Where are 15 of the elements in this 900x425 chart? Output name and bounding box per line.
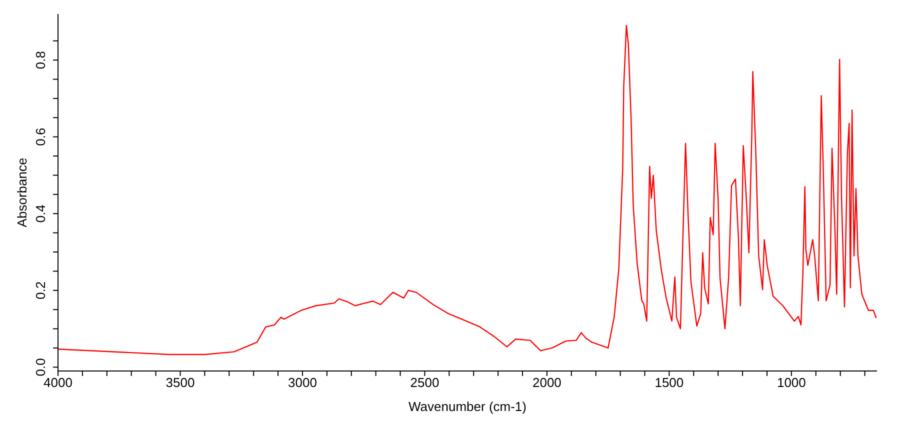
- y-axis-title: Absorbance: [14, 158, 30, 228]
- y-tick-label: 0.2: [33, 281, 48, 300]
- y-tick-label: 0.8: [33, 51, 48, 70]
- line-series: [58, 24, 877, 356]
- y-tick-label: 0.6: [33, 128, 48, 146]
- x-tick-label: 3500: [166, 375, 195, 390]
- x-tick-label: 3000: [288, 375, 317, 390]
- y-tick-label: 0.4: [33, 204, 48, 223]
- x-axis-title: Wavenumber (cm-1): [408, 399, 526, 414]
- x-tick-label: 4000: [44, 375, 72, 390]
- x-tick-label: 2500: [410, 375, 440, 390]
- y-tick-label: 0.0: [33, 358, 48, 376]
- x-tick-label: 1500: [654, 375, 684, 390]
- x-tick-label: 2000: [532, 375, 562, 390]
- x-tick-label: 1000: [776, 375, 806, 390]
